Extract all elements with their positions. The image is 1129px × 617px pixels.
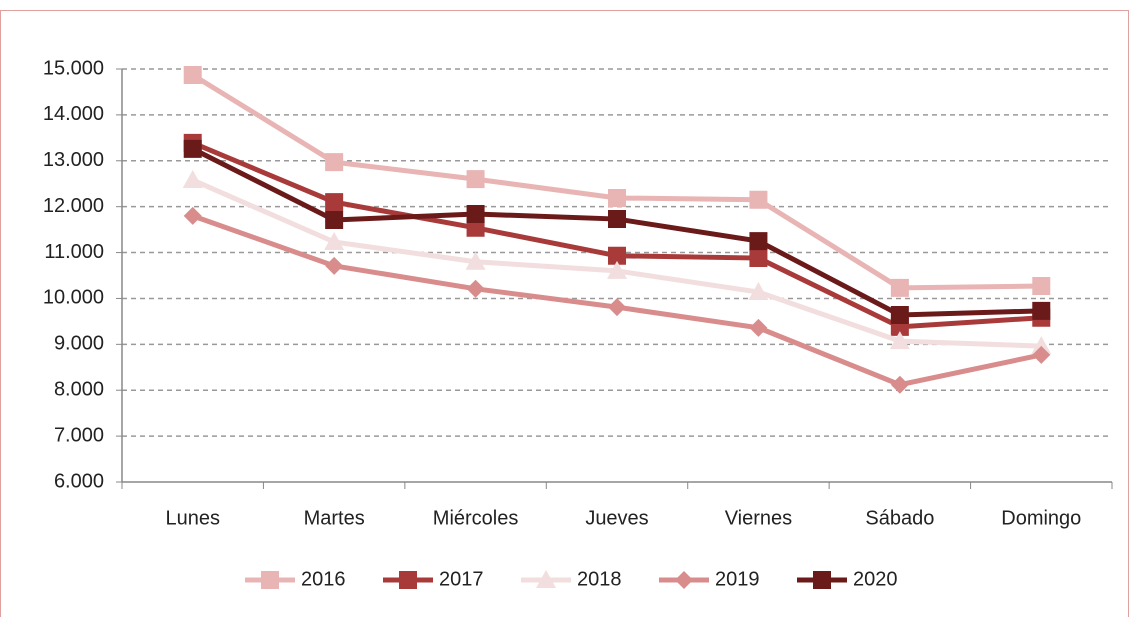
- marker: [890, 375, 909, 394]
- marker: [466, 205, 485, 224]
- y-tick-label: 7.000: [54, 424, 104, 446]
- legend-label: 2020: [853, 568, 898, 590]
- marker: [466, 218, 485, 237]
- marker: [466, 279, 485, 298]
- marker: [1032, 301, 1051, 320]
- x-tick-label: Jueves: [585, 507, 648, 529]
- marker: [890, 278, 909, 297]
- marker: [748, 282, 769, 301]
- y-tick-label: 9.000: [54, 333, 104, 355]
- x-tick-label: Viernes: [725, 507, 792, 529]
- marker: [607, 260, 627, 279]
- y-tick-label: 14.000: [43, 103, 104, 125]
- legend-label: 2018: [577, 568, 622, 590]
- marker: [466, 170, 485, 189]
- legend-marker: [536, 570, 556, 588]
- x-tick-label: Sábado: [865, 507, 934, 529]
- legend-marker: [675, 571, 693, 589]
- marker: [325, 210, 344, 229]
- marker: [890, 305, 909, 324]
- marker: [749, 190, 768, 209]
- marker: [749, 318, 768, 337]
- marker: [1031, 336, 1052, 355]
- marker: [325, 193, 344, 212]
- y-tick-label: 12.000: [43, 195, 104, 217]
- x-tick-label: Martes: [304, 507, 365, 529]
- y-tick-label: 13.000: [43, 149, 104, 171]
- marker: [889, 331, 910, 350]
- marker: [324, 232, 345, 251]
- y-tick-label: 11.000: [44, 241, 104, 263]
- x-tick-label: Domingo: [1001, 507, 1081, 529]
- marker: [465, 251, 486, 270]
- marker: [749, 232, 768, 251]
- marker: [325, 153, 344, 172]
- marker: [1032, 277, 1051, 296]
- y-tick-label: 8.000: [54, 379, 104, 401]
- marker: [1032, 345, 1051, 364]
- x-tick-label: Miércoles: [433, 507, 519, 529]
- marker: [182, 170, 203, 189]
- marker: [183, 206, 202, 225]
- marker: [608, 188, 626, 207]
- legend-marker: [261, 571, 279, 589]
- marker: [608, 246, 626, 265]
- legend-label: 2019: [715, 568, 760, 590]
- legend-marker: [813, 571, 831, 589]
- marker: [608, 298, 626, 317]
- legend-label: 2016: [301, 568, 346, 590]
- legend-label: 2017: [439, 568, 484, 590]
- legend-marker: [399, 571, 417, 589]
- x-tick-label: Lunes: [165, 507, 220, 529]
- marker: [325, 256, 344, 275]
- marker: [183, 65, 202, 84]
- y-tick-label: 6.000: [54, 470, 104, 492]
- y-tick-label: 15.000: [43, 57, 104, 79]
- marker: [183, 139, 202, 158]
- marker: [749, 249, 768, 268]
- y-tick-label: 10.000: [43, 287, 104, 309]
- marker: [608, 210, 626, 229]
